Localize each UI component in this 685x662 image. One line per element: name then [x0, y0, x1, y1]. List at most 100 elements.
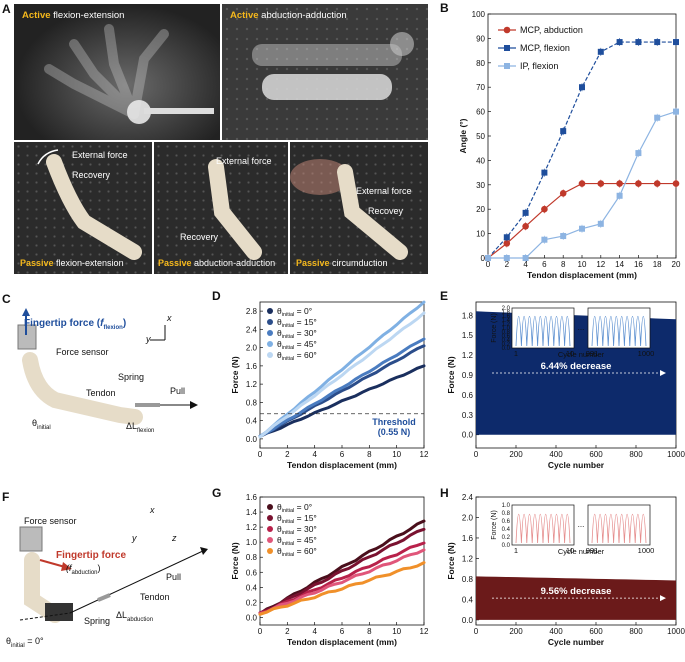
legend-value: = 45° [294, 339, 317, 349]
legend-value: = 30° [294, 524, 317, 534]
y-axis-label: Angle (°) [458, 118, 468, 153]
chart-h: H 0 200 400 600 800 1000 0.0 0.4 0.8 1.2 1.6 2.0 2.4 C… [440, 486, 685, 647]
photo-passive-flexion: External force Recovery Passive flexion-… [14, 142, 152, 274]
chart-b: B 0 2 4 6 8 10 12 14 16 18 20 0 10 20 30 40 50 60 70 80 90 100… [440, 1, 681, 280]
fingertip-force-close: ) [122, 318, 127, 329]
axis-y-label: y [132, 533, 137, 543]
axis-x-label: x [167, 313, 172, 323]
y-tick-label: 0.0 [462, 616, 474, 625]
legend-marker [267, 504, 273, 510]
panel-label-c: C [2, 292, 11, 306]
fingertip-force-symbol: (f [66, 563, 72, 573]
series-line [258, 541, 426, 615]
external-force-label: External force [216, 156, 272, 166]
series-line [258, 311, 426, 439]
inset-x-label: Cycle number [558, 547, 605, 556]
inset-y-tick: 1.2 [502, 322, 511, 328]
inset-x-tick: 10 [566, 349, 574, 358]
diagram-f-illustration [19, 526, 208, 623]
x-tick-label: 10 [392, 627, 401, 636]
photo-title: abduction-adduction [191, 258, 276, 268]
legend-label: θinitial = 0° [277, 306, 312, 318]
inset-wave [591, 514, 647, 544]
legend-theta: θ [277, 339, 282, 349]
x-tick-label: 4 [523, 260, 528, 269]
decrease-arrowhead [660, 370, 666, 377]
y-tick-label: 2.4 [246, 325, 258, 334]
x-tick-label: 400 [549, 450, 563, 459]
y-tick-label: 2.4 [462, 493, 474, 502]
y-tick-label: 1.6 [246, 362, 258, 371]
x-tick-label: 2 [285, 627, 290, 636]
y-tick-label: 80 [476, 59, 485, 68]
finger-photo-illustration [208, 159, 262, 260]
legend-marker [267, 341, 273, 347]
x-tick-label: 200 [509, 627, 523, 636]
data-point [559, 190, 567, 197]
tendon-label: Tendon [86, 388, 116, 398]
data-point [653, 180, 661, 187]
x-tick-label: 20 [672, 260, 681, 269]
x-axis-label: Cycle number [548, 460, 605, 470]
inset-y-tick: 0.2 [502, 535, 511, 541]
data-point [635, 150, 642, 157]
y-tick-label: 0.2 [246, 598, 258, 607]
pull-label: Pull [170, 386, 186, 396]
series-line [258, 364, 426, 439]
fingertip-force-subscript: flexion [103, 325, 123, 331]
legend-label: MCP, abduction [520, 25, 583, 35]
inset-y-tick: 1.0 [502, 503, 511, 509]
force-sensor-label: Force sensor [24, 516, 77, 526]
legend-label: MCP, flexion [520, 43, 570, 53]
threshold-value: (0.55 N) [378, 427, 411, 437]
inset-y-label: Force (N) [491, 510, 498, 540]
y-tick-label: 1.4 [246, 508, 258, 517]
spring-label: Spring [84, 616, 111, 626]
chart-d: D 0 2 4 6 8 10 12 0.0 0.4 0.8 1.2 1.6 2.0 2.4 2.8 Tendon… [212, 289, 429, 470]
x-tick-label: 2 [505, 260, 510, 269]
fingertip-force-close: ) [97, 563, 101, 573]
legend-marker [267, 352, 273, 358]
y-tick-label: 0.9 [462, 371, 474, 380]
recovery-label: Recovery [180, 232, 219, 242]
y-tick-label: 1.2 [462, 554, 474, 563]
delta-l-subscript: abduction [127, 616, 154, 623]
inset-wave [515, 514, 571, 544]
y-tick-label: 0.3 [462, 411, 474, 420]
y-tick-label: 10 [476, 230, 485, 239]
y-tick-label: 0.6 [462, 391, 474, 400]
fingertip-force-label: Fingertip force [56, 550, 127, 561]
data-point [597, 48, 604, 55]
y-tick-label: 0.0 [246, 613, 258, 622]
data-point [560, 128, 567, 135]
data-point [654, 39, 661, 46]
legend-value: = 60° [294, 350, 317, 360]
inset-y-tick: 1.0 [502, 326, 511, 332]
active-keyword: Active [230, 10, 259, 21]
panel-label-a: A [2, 2, 11, 16]
legend-label: θinitial = 30° [277, 524, 317, 536]
y-tick-label: 1.8 [462, 311, 474, 320]
chart-e: E 0 200 400 600 800 1000 0.0 0.3 0.6 0.9 1.2 1.5 1.8 C… [440, 289, 685, 470]
panel-label: H [440, 486, 449, 500]
legend-value: = 60° [294, 546, 317, 556]
legend-label: θinitial = 45° [277, 535, 317, 547]
x-axis-label: Tendon displacement (mm) [287, 460, 397, 470]
legend-label: θinitial = 0° [277, 502, 312, 514]
y-tick-label: 0 [481, 254, 486, 263]
legend-theta-subscript: initial [282, 519, 295, 525]
x-tick-label: 12 [420, 450, 429, 459]
pull-label: Pull [166, 572, 182, 582]
active-keyword: Active [22, 10, 51, 21]
y-tick-label: 1.2 [246, 523, 258, 532]
axis-y-label: y [146, 334, 151, 344]
axis-z-label: z [172, 533, 177, 543]
data-point [672, 180, 680, 187]
external-force-label: External force [72, 150, 128, 160]
y-tick-label: 0.0 [462, 431, 474, 440]
legend-value: = 30° [294, 328, 317, 338]
force-sensor-label: Force sensor [56, 347, 109, 357]
inset-y-tick: 0.2 [502, 342, 511, 348]
legend-theta-subscript: initial [282, 323, 295, 329]
x-axis-label: Cycle number [548, 637, 605, 647]
